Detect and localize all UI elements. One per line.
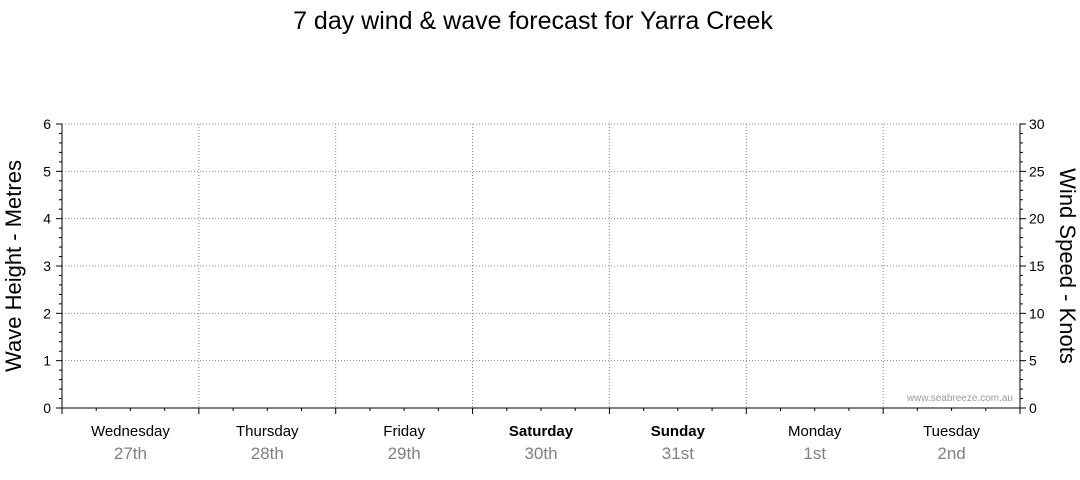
day-date-label: 30th [524,444,557,463]
right-tick-label: 30 [1029,116,1045,132]
right-tick-label: 15 [1029,258,1045,274]
day-date-label: 31st [662,444,694,463]
axes-layer [61,124,1021,409]
day-date-label: 27th [114,444,147,463]
watermark: www.seabreeze.com.au [906,393,1013,404]
left-tick-label: 0 [43,400,51,416]
right-tick-label: 20 [1029,211,1045,227]
day-name-label: Thursday [236,423,299,440]
day-date-label: 1st [803,444,826,463]
day-name-label: Tuesday [923,423,980,440]
grid-layer [62,123,1020,408]
right-tick-label: 10 [1029,305,1045,321]
right-tick-label: 0 [1029,400,1037,416]
day-date-label: 28th [251,444,284,463]
day-name-label: Monday [788,423,842,440]
day-date-label: 2nd [937,444,965,463]
left-tick-label: 3 [43,258,51,274]
right-tick-label: 25 [1029,163,1045,179]
day-name-label: Friday [383,423,425,440]
day-name-label: Wednesday [91,423,170,440]
day-name-label: Sunday [651,423,706,440]
y-axis-right-label: Wind Speed - Knots [1055,168,1080,364]
right-tick-label: 5 [1029,353,1037,369]
left-tick-label: 5 [43,163,51,179]
left-tick-label: 4 [43,211,51,227]
left-tick-label: 6 [43,116,51,132]
y-axis-left-label: Wave Height - Metres [1,160,26,372]
left-tick-label: 1 [43,353,51,369]
ticks-layer [56,123,1026,414]
day-date-label: 29th [388,444,421,463]
chart-title: 7 day wind & wave forecast for Yarra Cre… [293,7,773,35]
labels-layer: 0 1 2 3 4 5 6 0 5 10 15 20 25 30 Wednesday 27th Thursday… [43,116,1045,463]
day-name-label: Saturday [509,423,574,440]
left-tick-label: 2 [43,305,51,321]
